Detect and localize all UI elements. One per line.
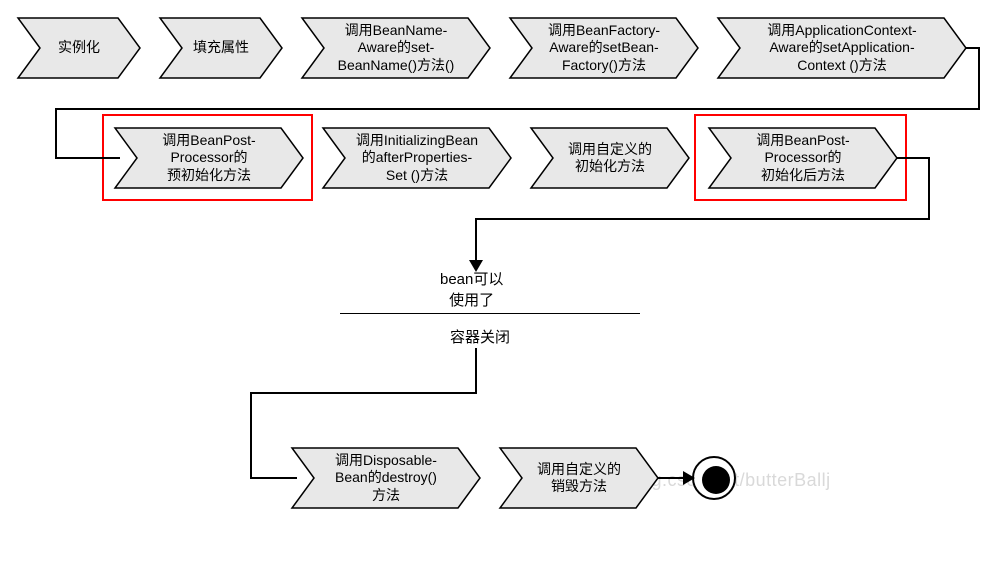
connector <box>475 348 477 394</box>
arrowhead-down <box>469 260 483 272</box>
flow-node-n2: 填充属性 <box>173 18 269 78</box>
label-container-close: 容器关闭 <box>450 326 510 347</box>
connector <box>55 108 980 110</box>
connector <box>475 218 477 262</box>
diagram-stage: https://blog.csdn.net/butterBallj bean可以… <box>0 0 997 562</box>
connector <box>250 392 477 394</box>
connector <box>55 157 120 159</box>
connector <box>475 218 930 220</box>
flow-node-n1: 实例化 <box>31 18 127 78</box>
flow-node-n11: 调用自定义的 销毁方法 <box>513 448 645 508</box>
label-bean-ready: bean可以 使用了 <box>440 268 503 310</box>
section-divider <box>340 313 640 314</box>
connector <box>250 392 252 479</box>
flow-node-n6: 调用BeanPost- Processor的 预初始化方法 <box>128 128 290 188</box>
flow-node-n4: 调用BeanFactory- Aware的setBean- Factory()方… <box>523 18 685 78</box>
flow-node-n10: 调用Disposable- Bean的destroy() 方法 <box>305 448 467 508</box>
flow-node-n9: 调用BeanPost- Processor的 初始化后方法 <box>722 128 884 188</box>
connector <box>250 477 297 479</box>
terminal-end-inner <box>702 466 730 494</box>
connector <box>928 157 930 220</box>
flow-node-n8: 调用自定义的 初始化方法 <box>544 128 676 188</box>
flow-node-n3: 调用BeanName- Aware的set- BeanName()方法() <box>315 18 477 78</box>
terminal-end <box>692 456 736 500</box>
arrowhead-right <box>683 471 695 485</box>
flow-node-n7: 调用InitializingBean 的afterProperties- Set… <box>336 128 498 188</box>
flow-node-n5: 调用ApplicationContext- Aware的setApplicati… <box>731 18 953 78</box>
connector <box>55 108 57 159</box>
